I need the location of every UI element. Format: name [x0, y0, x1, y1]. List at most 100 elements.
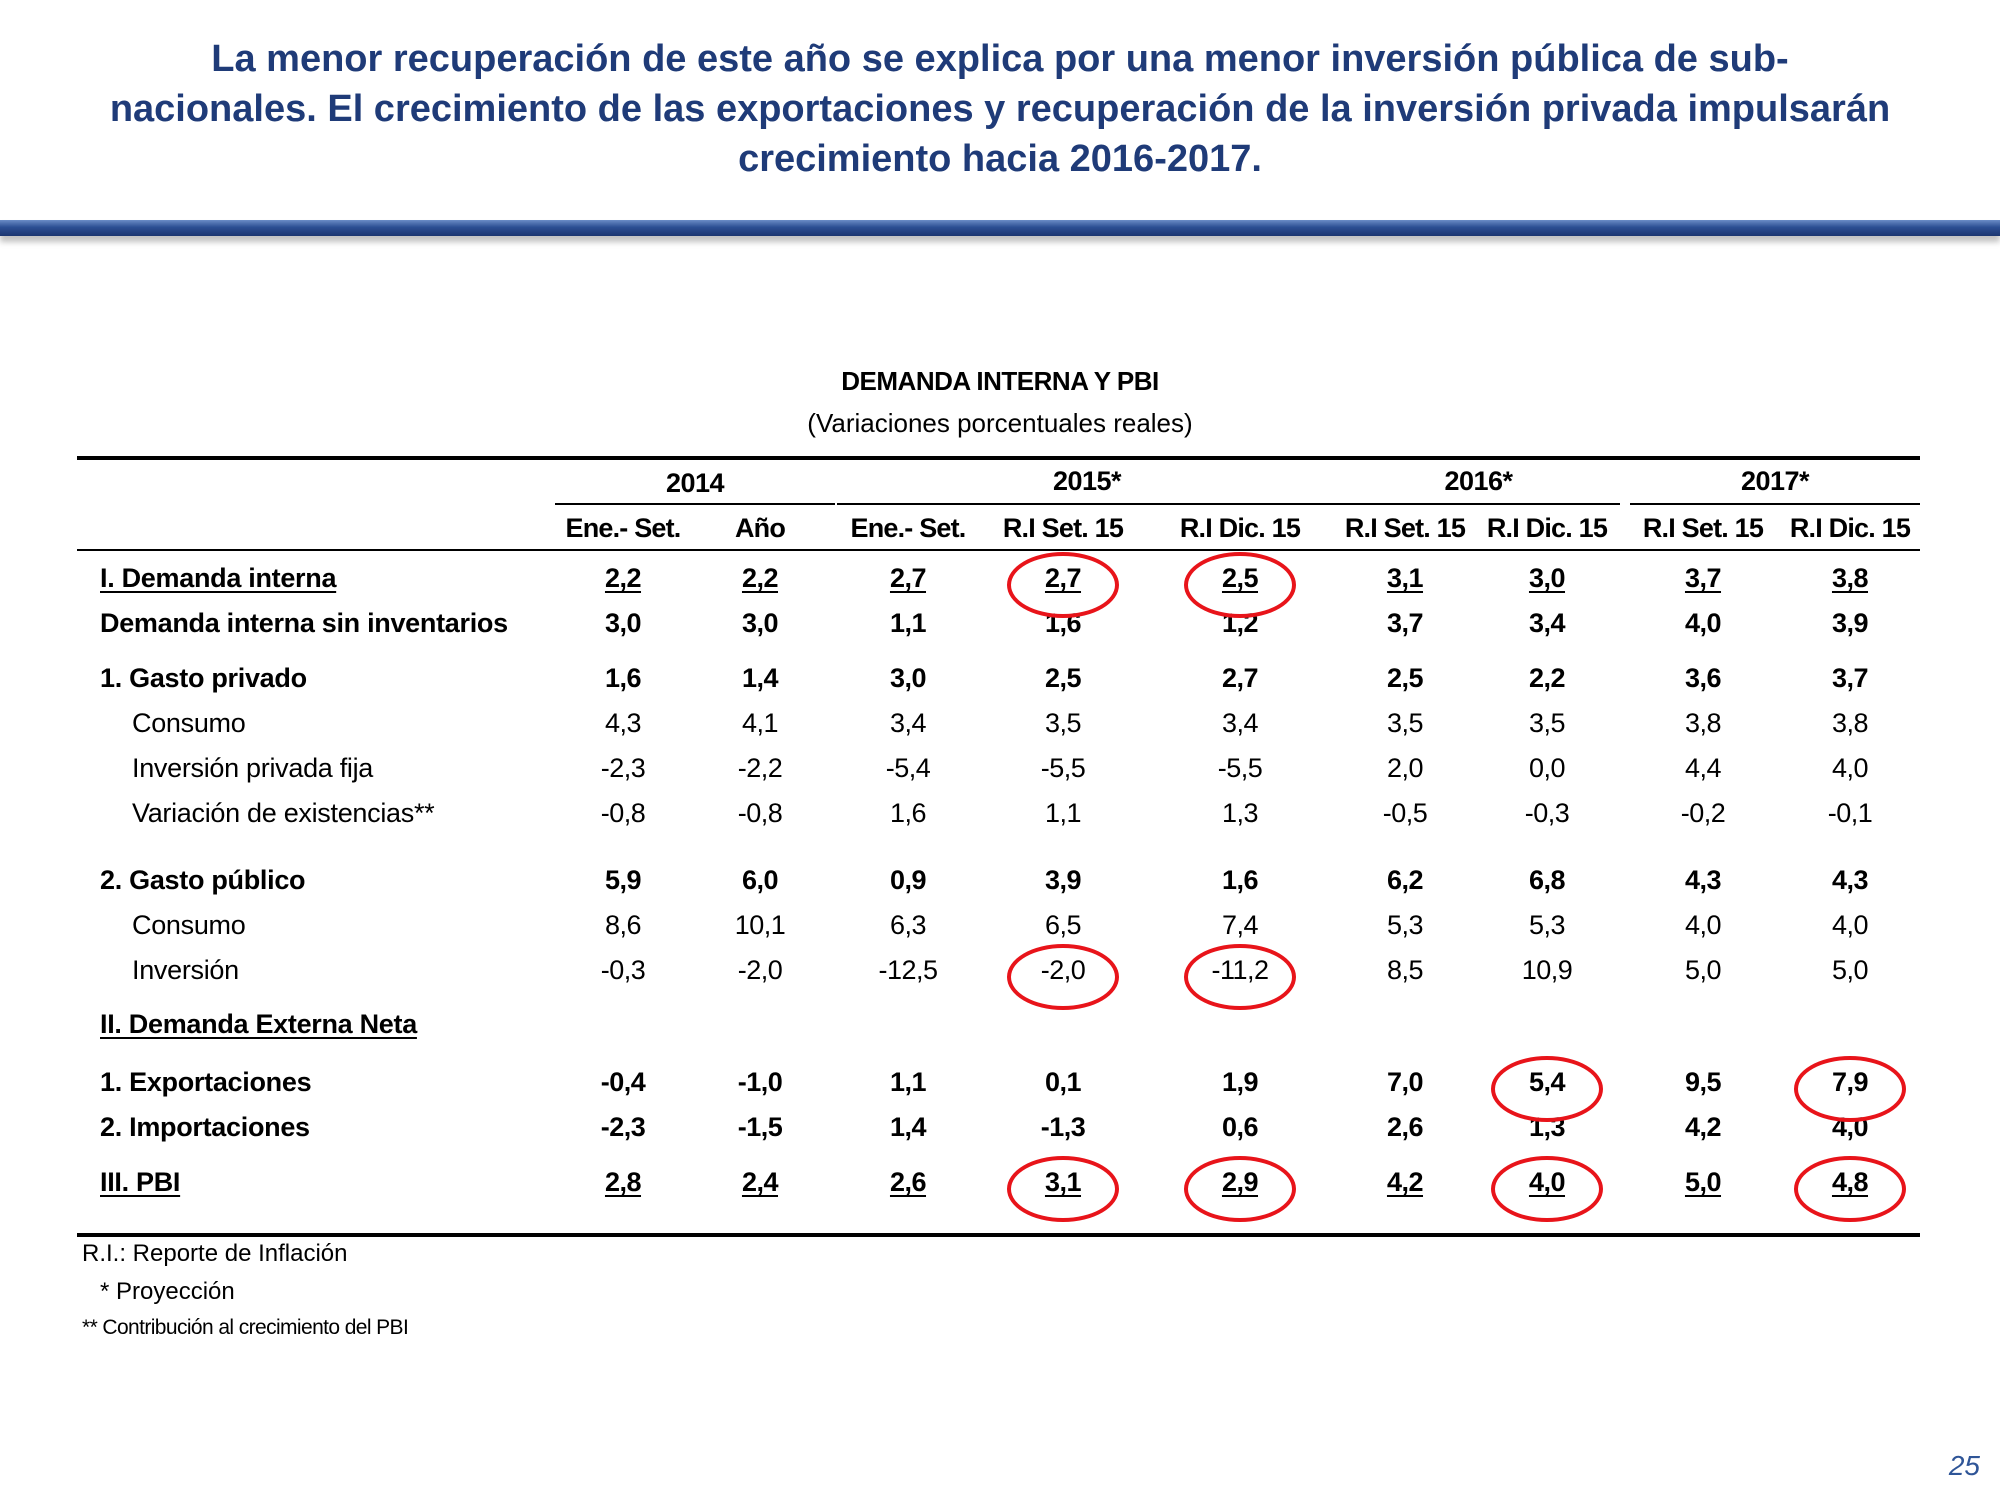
- year-header-2015: 2015*: [1052, 466, 1122, 496]
- table-cell: 1,6: [1221, 865, 1259, 895]
- table-cell: 3,0: [741, 608, 779, 638]
- table-cell: 4,2: [1386, 1167, 1424, 1197]
- row-label: 2. Gasto público: [100, 865, 306, 895]
- column-header: R.I Dic. 15: [1486, 513, 1608, 543]
- table-cell: 10,1: [734, 910, 786, 940]
- table-cell: 0,1: [1044, 1067, 1082, 1097]
- table-cell: 5,0: [1684, 955, 1722, 985]
- column-header: R.I Dic. 15: [1789, 513, 1911, 543]
- table-cell: 3,7: [1684, 563, 1722, 593]
- table-cell: -2,2: [737, 753, 783, 783]
- table-cell: 2,2: [1528, 663, 1566, 693]
- year-header-2016: 2016*: [1444, 466, 1513, 496]
- column-header: R.I Set. 15: [1642, 513, 1764, 543]
- table-cell: -0,3: [1524, 798, 1570, 828]
- table-cell: 4,3: [1684, 865, 1722, 895]
- table-row: Consumo 4,3 4,1 3,4 3,5 3,4 3,5 3,5 3,8 3,8: [0, 708, 2000, 744]
- headline-line-1: La menor recuperación de este año se exp…: [211, 38, 1789, 80]
- table-cell: 0,6: [1221, 1112, 1259, 1142]
- table-cell: 1,9: [1221, 1067, 1259, 1097]
- row-label: 2. Importaciones: [100, 1112, 310, 1142]
- table-cell: -0,1: [1827, 798, 1873, 828]
- table-cell: 3,6: [1684, 663, 1722, 693]
- table-row: Demanda interna sin inventarios 3,0 3,0 1,1…: [0, 608, 2000, 644]
- highlight-ring: [1007, 944, 1119, 1010]
- highlight-ring: [1184, 1156, 1296, 1222]
- row-label: III. PBI: [100, 1167, 181, 1197]
- table-top-rule: [77, 456, 1920, 460]
- table-cell: 4,2: [1684, 1112, 1722, 1142]
- row-label: Inversión: [132, 955, 239, 985]
- table-row: 1. Exportaciones -0,4 -1,0 1,1 0,1 1,9 7,0 5,4 9…: [0, 1067, 2000, 1103]
- table-cell: 7,4: [1221, 910, 1259, 940]
- table-cell: 4,3: [1831, 865, 1869, 895]
- table-cell: 3,8: [1831, 563, 1869, 593]
- table-cell: 3,5: [1386, 708, 1424, 738]
- row-label: 1. Gasto privado: [100, 663, 307, 693]
- column-header: Ene.- Set.: [850, 513, 966, 543]
- table-title: DEMANDA INTERNA Y PBI: [841, 366, 1159, 396]
- header-bottom-rule: [77, 549, 1920, 551]
- table-cell: 3,1: [1386, 563, 1424, 593]
- table-cell: 3,7: [1831, 663, 1869, 693]
- header-divider-band: [0, 220, 2000, 236]
- table-cell: 1,4: [889, 1112, 927, 1142]
- table-cell: 2,2: [604, 563, 642, 593]
- table-cell: 3,5: [1528, 708, 1566, 738]
- note-contribution: ** Contribución al crecimiento del PBI: [82, 1316, 409, 1339]
- row-label: II. Demanda Externa Neta: [100, 1009, 417, 1039]
- row-label: Consumo: [132, 708, 246, 738]
- table-cell: 3,8: [1831, 708, 1869, 738]
- note-projection: * Proyección: [100, 1278, 235, 1305]
- table-cell: 3,0: [1528, 563, 1566, 593]
- highlight-ring: [1491, 1056, 1603, 1122]
- row-label: 1. Exportaciones: [100, 1067, 312, 1097]
- year-rule-2014: [555, 503, 835, 505]
- table-cell: 4,0: [1831, 910, 1869, 940]
- table-cell: 1,1: [1044, 798, 1082, 828]
- highlight-ring: [1794, 1156, 1906, 1222]
- table-cell: 9,5: [1684, 1067, 1722, 1097]
- headline-line-2: nacionales. El crecimiento de las export…: [109, 88, 1891, 130]
- table-cell: 4,1: [741, 708, 779, 738]
- table-row: Inversión -0,3 -2,0 -12,5 -2,0 -11,2 8,5 10,9 5,…: [0, 955, 2000, 991]
- table-cell: 7,0: [1386, 1067, 1424, 1097]
- headline-line-3: crecimiento hacia 2016-2017.: [738, 138, 1262, 180]
- table-cell: -0,8: [737, 798, 783, 828]
- table-row: 1. Gasto privado 1,6 1,4 3,0 2,5 2,7 2,5 2,2 3,6…: [0, 663, 2000, 699]
- table-cell: 5,3: [1386, 910, 1424, 940]
- table-cell: -1,0: [737, 1067, 783, 1097]
- table-cell: 5,3: [1528, 910, 1566, 940]
- table-cell: -1,3: [1040, 1112, 1086, 1142]
- table-cell: 6,0: [741, 865, 779, 895]
- highlight-ring: [1007, 1156, 1119, 1222]
- table-cell: 3,9: [1831, 608, 1869, 638]
- table-subtitle: (Variaciones porcentuales reales): [807, 408, 1193, 438]
- table-row: 2. Gasto público 5,9 6,0 0,9 3,9 1,6 6,2 6,8 4,3…: [0, 865, 2000, 901]
- table-row: II. Demanda Externa Neta: [0, 1009, 2000, 1045]
- table-row: I. Demanda interna 2,2 2,2 2,7 2,7 2,5 3,1 3,0 3…: [0, 563, 2000, 599]
- table-bottom-rule: [77, 1233, 1920, 1237]
- table-cell: 3,9: [1044, 865, 1082, 895]
- table-cell: 2,0: [1386, 753, 1424, 783]
- table-cell: -0,5: [1382, 798, 1428, 828]
- table-row: Variación de existencias** -0,8 -0,8 1,6 1,1…: [0, 798, 2000, 834]
- table-cell: 1,3: [1221, 798, 1259, 828]
- table-cell: 8,6: [604, 910, 642, 940]
- note-ri: R.I.: Reporte de Inflación: [82, 1240, 348, 1267]
- table-cell: -0,3: [600, 955, 646, 985]
- table-cell: -0,2: [1680, 798, 1726, 828]
- table-cell: -5,4: [885, 753, 931, 783]
- table-cell: 2,8: [604, 1167, 642, 1197]
- highlight-ring: [1184, 944, 1296, 1010]
- table-cell: 1,4: [741, 663, 779, 693]
- highlight-ring: [1007, 552, 1119, 618]
- column-header: Ene.- Set.: [565, 513, 681, 543]
- table-row: Inversión privada fija -2,3 -2,2 -5,4 -5,5 -5…: [0, 753, 2000, 789]
- table-row: III. PBI 2,8 2,4 2,6 3,1 2,9 4,2 4,0 5,0 4,8: [0, 1167, 2000, 1203]
- table-cell: -12,5: [878, 955, 938, 985]
- table-cell: 2,7: [1221, 663, 1259, 693]
- row-label: Consumo: [132, 910, 246, 940]
- table-cell: 4,0: [1831, 753, 1869, 783]
- table-cell: 3,4: [1221, 708, 1259, 738]
